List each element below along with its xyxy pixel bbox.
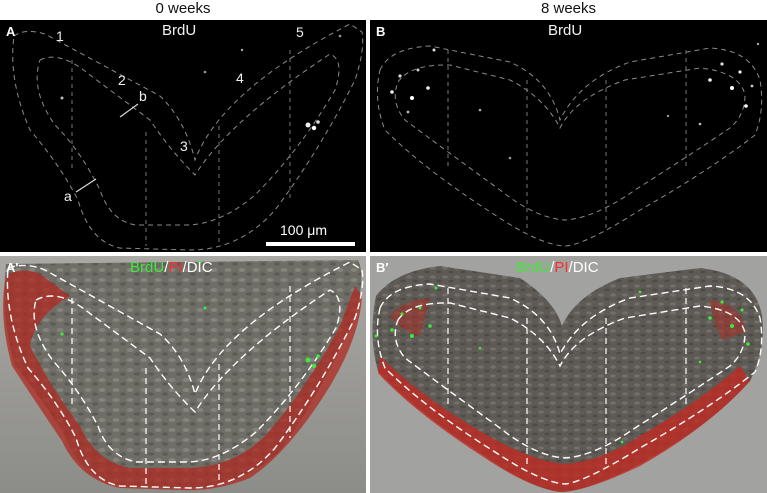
- region-number-3: 3: [180, 138, 188, 154]
- legend-sep-2: /: [568, 259, 573, 276]
- panel-title-brdu-a: BrdU: [162, 22, 197, 39]
- panel-letter-b: B: [376, 24, 386, 39]
- column-title-8-weeks: 8 weeks: [540, 0, 597, 17]
- panel-letter-a-prime: A′: [6, 260, 19, 275]
- legend-sep-2: /: [182, 259, 187, 276]
- panel-b-image: [376, 42, 763, 247]
- legend-b-prime: BrdU/PI/DIC: [516, 259, 599, 276]
- panel-a-image: [12, 23, 364, 251]
- legend-sep-1: /: [164, 259, 169, 276]
- legend-dic: DIC: [572, 259, 599, 276]
- legend-brdu: BrdU: [516, 259, 551, 276]
- layer-label-b: b: [139, 88, 147, 104]
- panel-a: A BrdU 1 2 3 4 5 b a 100 μm: [0, 20, 366, 252]
- panel-letter-a: A: [6, 24, 16, 39]
- layer-label-a: a: [64, 188, 72, 204]
- panel-title-brdu-b: BrdU: [548, 22, 583, 39]
- panel-a-prime: A′ BrdU/PI/DIC: [0, 256, 366, 493]
- region-number-1: 1: [56, 28, 64, 44]
- legend-a-prime: BrdU/PI/DIC: [130, 259, 213, 276]
- region-number-4: 4: [236, 70, 244, 86]
- scale-bar-label: 100 μm: [280, 222, 327, 238]
- legend-brdu: BrdU: [130, 259, 165, 276]
- panel-b-prime: B′ BrdU/PI/DIC: [370, 256, 767, 493]
- panel-letter-b-prime: B′: [376, 260, 389, 275]
- column-title-0-weeks: 0 weeks: [155, 0, 211, 17]
- legend-dic: DIC: [186, 259, 213, 276]
- panel-b: B BrdU: [370, 20, 767, 252]
- legend-pi: PI: [554, 259, 569, 276]
- region-number-2: 2: [118, 72, 126, 88]
- legend-sep-1: /: [550, 259, 555, 276]
- panel-a-prime-image: [0, 256, 366, 493]
- panel-b-prime-image: [370, 256, 767, 493]
- legend-pi: PI: [168, 259, 183, 276]
- region-number-5: 5: [296, 24, 304, 40]
